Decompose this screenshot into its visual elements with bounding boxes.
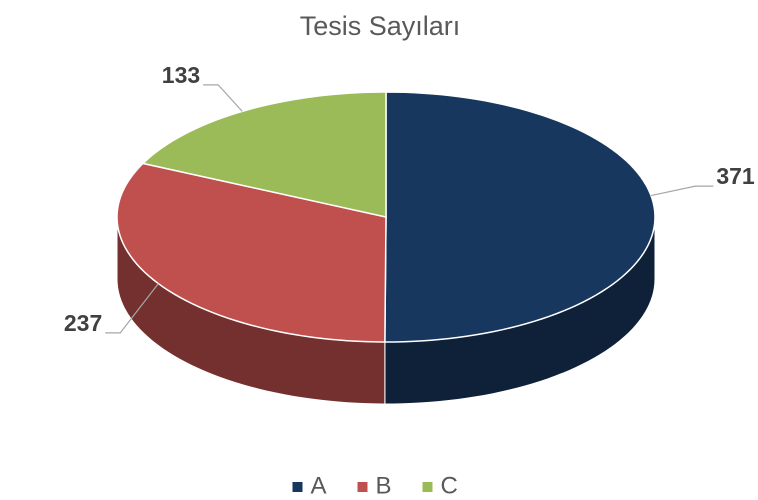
legend-swatch — [357, 482, 368, 492]
data-label: 371 — [716, 163, 755, 189]
data-label: 133 — [162, 62, 200, 88]
legend-label: B — [376, 472, 392, 499]
data-label: 237 — [64, 310, 102, 336]
legend-label: A — [311, 472, 327, 499]
slice — [141, 91, 387, 218]
slice — [116, 162, 387, 343]
chart-title: Tesis Sayıları — [300, 11, 461, 41]
slice — [384, 91, 656, 343]
leader-line — [105, 283, 159, 334]
legend-swatch — [292, 482, 303, 492]
legend-swatch — [422, 482, 433, 492]
leader-line — [203, 84, 243, 112]
legend-label: C — [441, 472, 458, 499]
leader-line — [650, 185, 714, 197]
